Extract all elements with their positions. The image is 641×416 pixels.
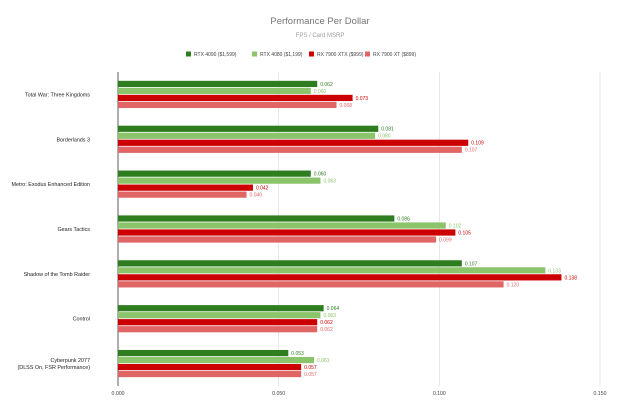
bar [118,305,324,312]
legend-label: RTX 4080 ($1,199) [260,52,303,58]
bar [118,215,395,222]
data-label: 0.040 [250,193,263,199]
bar [118,101,337,109]
data-label: 0.107 [465,261,478,267]
legend: RTX 4090 ($1,599) RTX 4080 ($1,199) RX 790… [186,51,416,58]
bar [118,326,318,333]
category-label: Borderlands 3 [56,137,90,143]
data-label: 0.107 [465,148,478,154]
x-tick-label: 0.050 [272,391,285,397]
data-label: 0.060 [314,172,327,178]
data-label: 0.081 [381,127,394,133]
bar [118,363,302,371]
data-label: 0.102 [449,223,462,229]
legend-label: RX 7900 XTX ($999) [317,52,364,58]
data-label: 0.062 [320,82,333,88]
bar [118,125,379,132]
legend-swatch [252,51,257,57]
bar [118,139,469,146]
data-label: 0.063 [323,179,336,185]
legend-swatch [309,51,314,57]
data-label: 0.099 [439,237,452,243]
bar [118,184,253,191]
bar [118,87,311,95]
category-label: Shadow of the Tomb Raider [24,272,91,278]
category-labels: Total War: Three Kingdoms Borderlands 3 Me… [11,92,90,371]
bar [118,312,321,319]
bar [118,356,315,364]
data-label: 0.053 [291,351,304,357]
data-label: 0.062 [320,320,333,326]
data-label: 0.080 [378,134,391,140]
bar [118,229,456,236]
bar [118,177,321,184]
data-label: 0.061 [317,358,330,364]
bar [118,80,318,88]
data-label: 0.133 [548,268,561,274]
data-label: 0.138 [564,275,577,281]
bar [118,170,311,177]
data-label: 0.068 [340,103,353,109]
data-label: 0.062 [320,327,333,333]
bar [118,281,504,288]
data-label: 0.105 [458,230,471,236]
legend-swatch [186,51,191,57]
bar [118,370,302,378]
x-tick-label: 0.000 [112,391,125,397]
data-label: 0.057 [304,372,317,378]
bar [118,349,289,357]
bar [118,267,546,274]
category-label: (DLSS On, FSR Performance) [18,365,91,371]
legend-label: RX 7900 XT ($899) [373,52,416,58]
category-label: Total War: Three Kingdoms [25,92,90,98]
category-label: Metro: Exodus Enhanced Edition [11,182,90,188]
chart-subtitle: FPS / Card MSRP [296,33,345,39]
bar [118,274,562,281]
bar [118,236,437,243]
bar [118,319,318,326]
bars [118,80,562,378]
data-label: 0.057 [304,365,317,371]
data-label: 0.060 [314,89,327,95]
data-label: 0.120 [507,282,520,288]
category-label: Control [73,317,90,323]
category-label: Gears Tactics [57,227,90,233]
legend-swatch [365,51,370,57]
bar [118,260,462,267]
data-label: 0.109 [471,141,484,147]
chart-title: Performance Per Dollar [270,16,369,27]
legend-label: RTX 4090 ($1,599) [194,52,237,58]
data-label: 0.063 [323,313,336,319]
data-labels: 0.0620.0600.0730.0680.0810.0800.1090.107… [250,82,578,378]
data-label: 0.042 [256,186,269,192]
x-tick-label: 0.150 [594,391,607,397]
category-label: Cyberpunk 2077 [50,358,90,364]
bar [118,146,462,153]
bar [118,222,446,229]
data-label: 0.064 [327,306,340,312]
grid [117,72,601,386]
x-axis-ticks: 0.000 0.050 0.100 0.150 [112,391,607,397]
data-label: 0.073 [356,96,369,102]
data-label: 0.086 [397,216,410,222]
x-tick-label: 0.100 [433,391,446,397]
bar [118,132,376,139]
bar [118,191,247,198]
bar [118,94,353,102]
